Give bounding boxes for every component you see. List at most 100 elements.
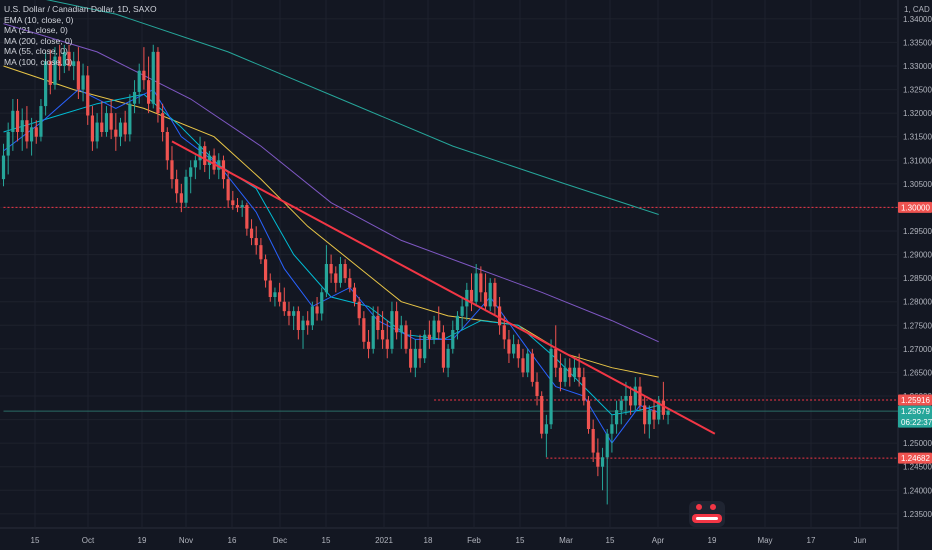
candle <box>100 101 104 137</box>
candle-body <box>600 457 605 467</box>
y-tick-label: 1.26500 <box>903 368 932 377</box>
candle <box>600 447 605 491</box>
x-tick-label: 15 <box>322 536 331 545</box>
candle <box>554 325 558 378</box>
candle <box>235 198 240 213</box>
y-tick-label: 1.29500 <box>903 227 932 236</box>
candle <box>657 396 661 425</box>
candle-body <box>558 367 563 382</box>
candle-body <box>76 61 80 90</box>
candle-body <box>666 411 670 415</box>
candle <box>540 391 544 439</box>
candle-body <box>72 61 76 66</box>
x-tick-label: 17 <box>807 536 816 545</box>
candle <box>245 202 249 236</box>
candle-body <box>544 424 548 434</box>
candle <box>15 99 20 142</box>
candle <box>516 339 520 368</box>
candle <box>240 200 244 217</box>
watermark-logo-icon <box>689 501 725 527</box>
candle-body <box>437 320 441 333</box>
x-tick-label: 19 <box>138 536 147 545</box>
indicator-ma55[interactable]: MA (55, close, 0) <box>4 46 68 56</box>
candle <box>586 396 591 434</box>
candle <box>423 330 427 363</box>
symbol-title[interactable]: U.S. Dollar / Canadian Dollar, 1D, SAXO <box>4 4 157 14</box>
candle <box>278 282 282 307</box>
candle-body <box>526 353 530 373</box>
candle <box>446 344 450 378</box>
x-tick-label: Dec <box>273 536 287 545</box>
y-tick-label: 1.31500 <box>903 133 932 142</box>
candle <box>301 315 305 349</box>
candle <box>343 259 347 283</box>
candle-body <box>86 75 90 116</box>
candle-body <box>198 146 202 161</box>
candle-body <box>493 282 497 307</box>
price-tag-bg <box>898 394 932 406</box>
candle <box>20 108 24 151</box>
candle-body <box>380 330 385 340</box>
price-tag-value: 1.24682 <box>901 454 930 463</box>
descending-trendline <box>171 140 716 435</box>
candle-body <box>460 306 464 316</box>
candle-body <box>474 273 478 302</box>
y-tick-label: 1.29000 <box>903 251 932 260</box>
y-tick-label: 1.32000 <box>903 109 932 118</box>
candle <box>146 56 151 114</box>
indicator-ema10[interactable]: EMA (10, close, 0) <box>4 14 74 25</box>
candle <box>544 414 548 458</box>
indicator-ma100[interactable]: MA (100, close, 0) <box>4 56 73 67</box>
candle <box>577 353 581 387</box>
candle-body <box>170 160 174 180</box>
candle <box>58 44 62 81</box>
candle <box>184 169 188 208</box>
x-axis: 15 Oct 19 Nov 16 Dec 15 2021 18 Feb 15 Mar 15 Apr 19 Ma… <box>31 536 867 545</box>
candle-body <box>399 325 403 333</box>
candle <box>44 51 48 116</box>
y-axis: 1.34000 1.33500 1.33000 1.32500 1.32000 1.315… <box>903 15 932 519</box>
candle-body <box>240 205 244 208</box>
candle <box>390 301 394 354</box>
candle-body <box>235 205 240 208</box>
candle-body <box>418 348 422 359</box>
candle-body <box>62 51 66 66</box>
candle <box>324 245 329 297</box>
candle <box>469 273 474 312</box>
candle-body <box>629 396 633 406</box>
candle <box>118 117 123 147</box>
candle-body <box>29 127 34 142</box>
candle-body <box>6 132 10 156</box>
candle <box>151 44 155 109</box>
candle-body <box>633 386 637 406</box>
candle <box>362 311 366 349</box>
candle-body <box>104 113 109 132</box>
x-tick-label: May <box>757 536 772 545</box>
indicator-ma21[interactable]: MA (21, close, 0) <box>4 25 68 35</box>
x-tick-label: 19 <box>708 536 717 545</box>
y-tick-label: 1.27000 <box>903 345 932 354</box>
y-tick-label: 1.32500 <box>903 86 932 95</box>
candle-body <box>259 245 263 260</box>
candle-body <box>161 113 165 132</box>
candle <box>189 160 193 194</box>
x-tick-label: 2021 <box>375 536 393 545</box>
candle-body <box>193 160 197 168</box>
indicator-ma200[interactable]: MA (200, close, 0) <box>4 35 73 46</box>
candle <box>123 110 127 142</box>
candle-body <box>455 315 460 330</box>
candle-body <box>165 132 169 161</box>
candle-body <box>39 106 43 137</box>
candle <box>128 94 132 142</box>
candle-body <box>132 91 137 104</box>
candle-body <box>432 320 436 340</box>
candle <box>268 273 272 302</box>
candle <box>212 148 216 175</box>
candle-body <box>142 70 146 81</box>
y-tick-label: 1.34000 <box>903 15 932 24</box>
candle-body <box>128 103 132 135</box>
candle <box>296 306 300 340</box>
candle-body <box>320 292 324 314</box>
trendline[interactable] <box>171 140 716 435</box>
